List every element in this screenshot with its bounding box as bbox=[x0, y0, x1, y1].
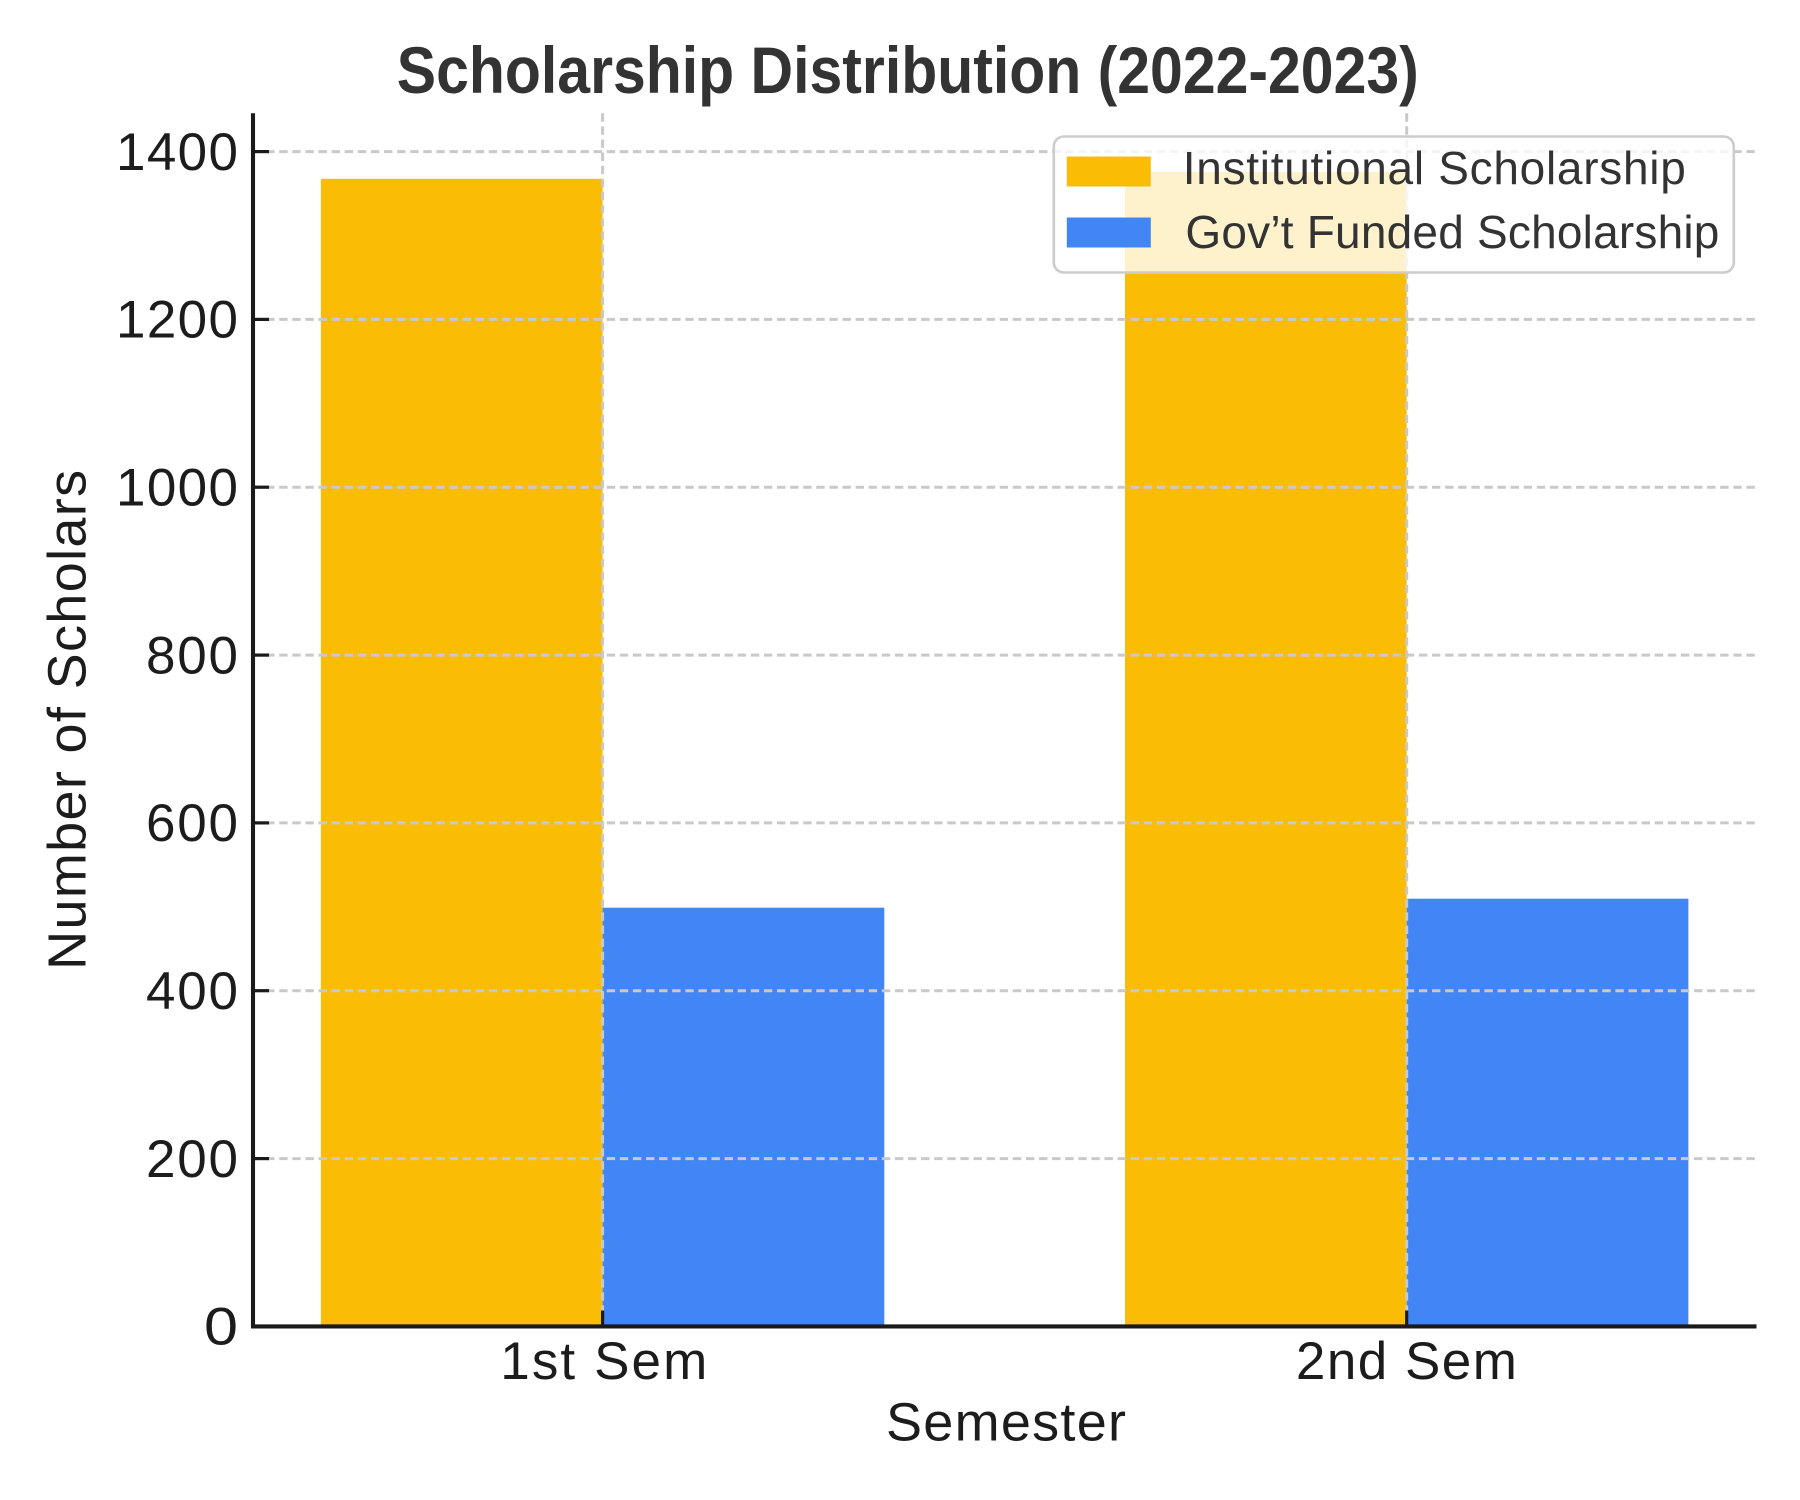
svg-text:1st Sem: 1st Sem bbox=[500, 1332, 707, 1391]
svg-text:Number of Scholars: Number of Scholars bbox=[38, 470, 98, 970]
svg-text:600: 600 bbox=[146, 794, 238, 853]
svg-text:Scholarship Distribution (2022: Scholarship Distribution (2022-2023) bbox=[397, 33, 1419, 107]
svg-text:1000: 1000 bbox=[116, 459, 238, 518]
svg-text:Gov’t Funded Scholarship: Gov’t Funded Scholarship bbox=[1185, 206, 1719, 258]
svg-text:1400: 1400 bbox=[116, 123, 238, 182]
svg-text:800: 800 bbox=[146, 626, 238, 685]
svg-text:400: 400 bbox=[146, 962, 238, 1021]
svg-text:2nd Sem: 2nd Sem bbox=[1296, 1332, 1517, 1391]
svg-text:Semester: Semester bbox=[886, 1393, 1126, 1453]
svg-text:200: 200 bbox=[146, 1130, 238, 1189]
svg-text:Institutional Scholarship: Institutional Scholarship bbox=[1183, 142, 1686, 194]
svg-text:1200: 1200 bbox=[116, 291, 238, 350]
svg-text:0: 0 bbox=[204, 1298, 238, 1357]
